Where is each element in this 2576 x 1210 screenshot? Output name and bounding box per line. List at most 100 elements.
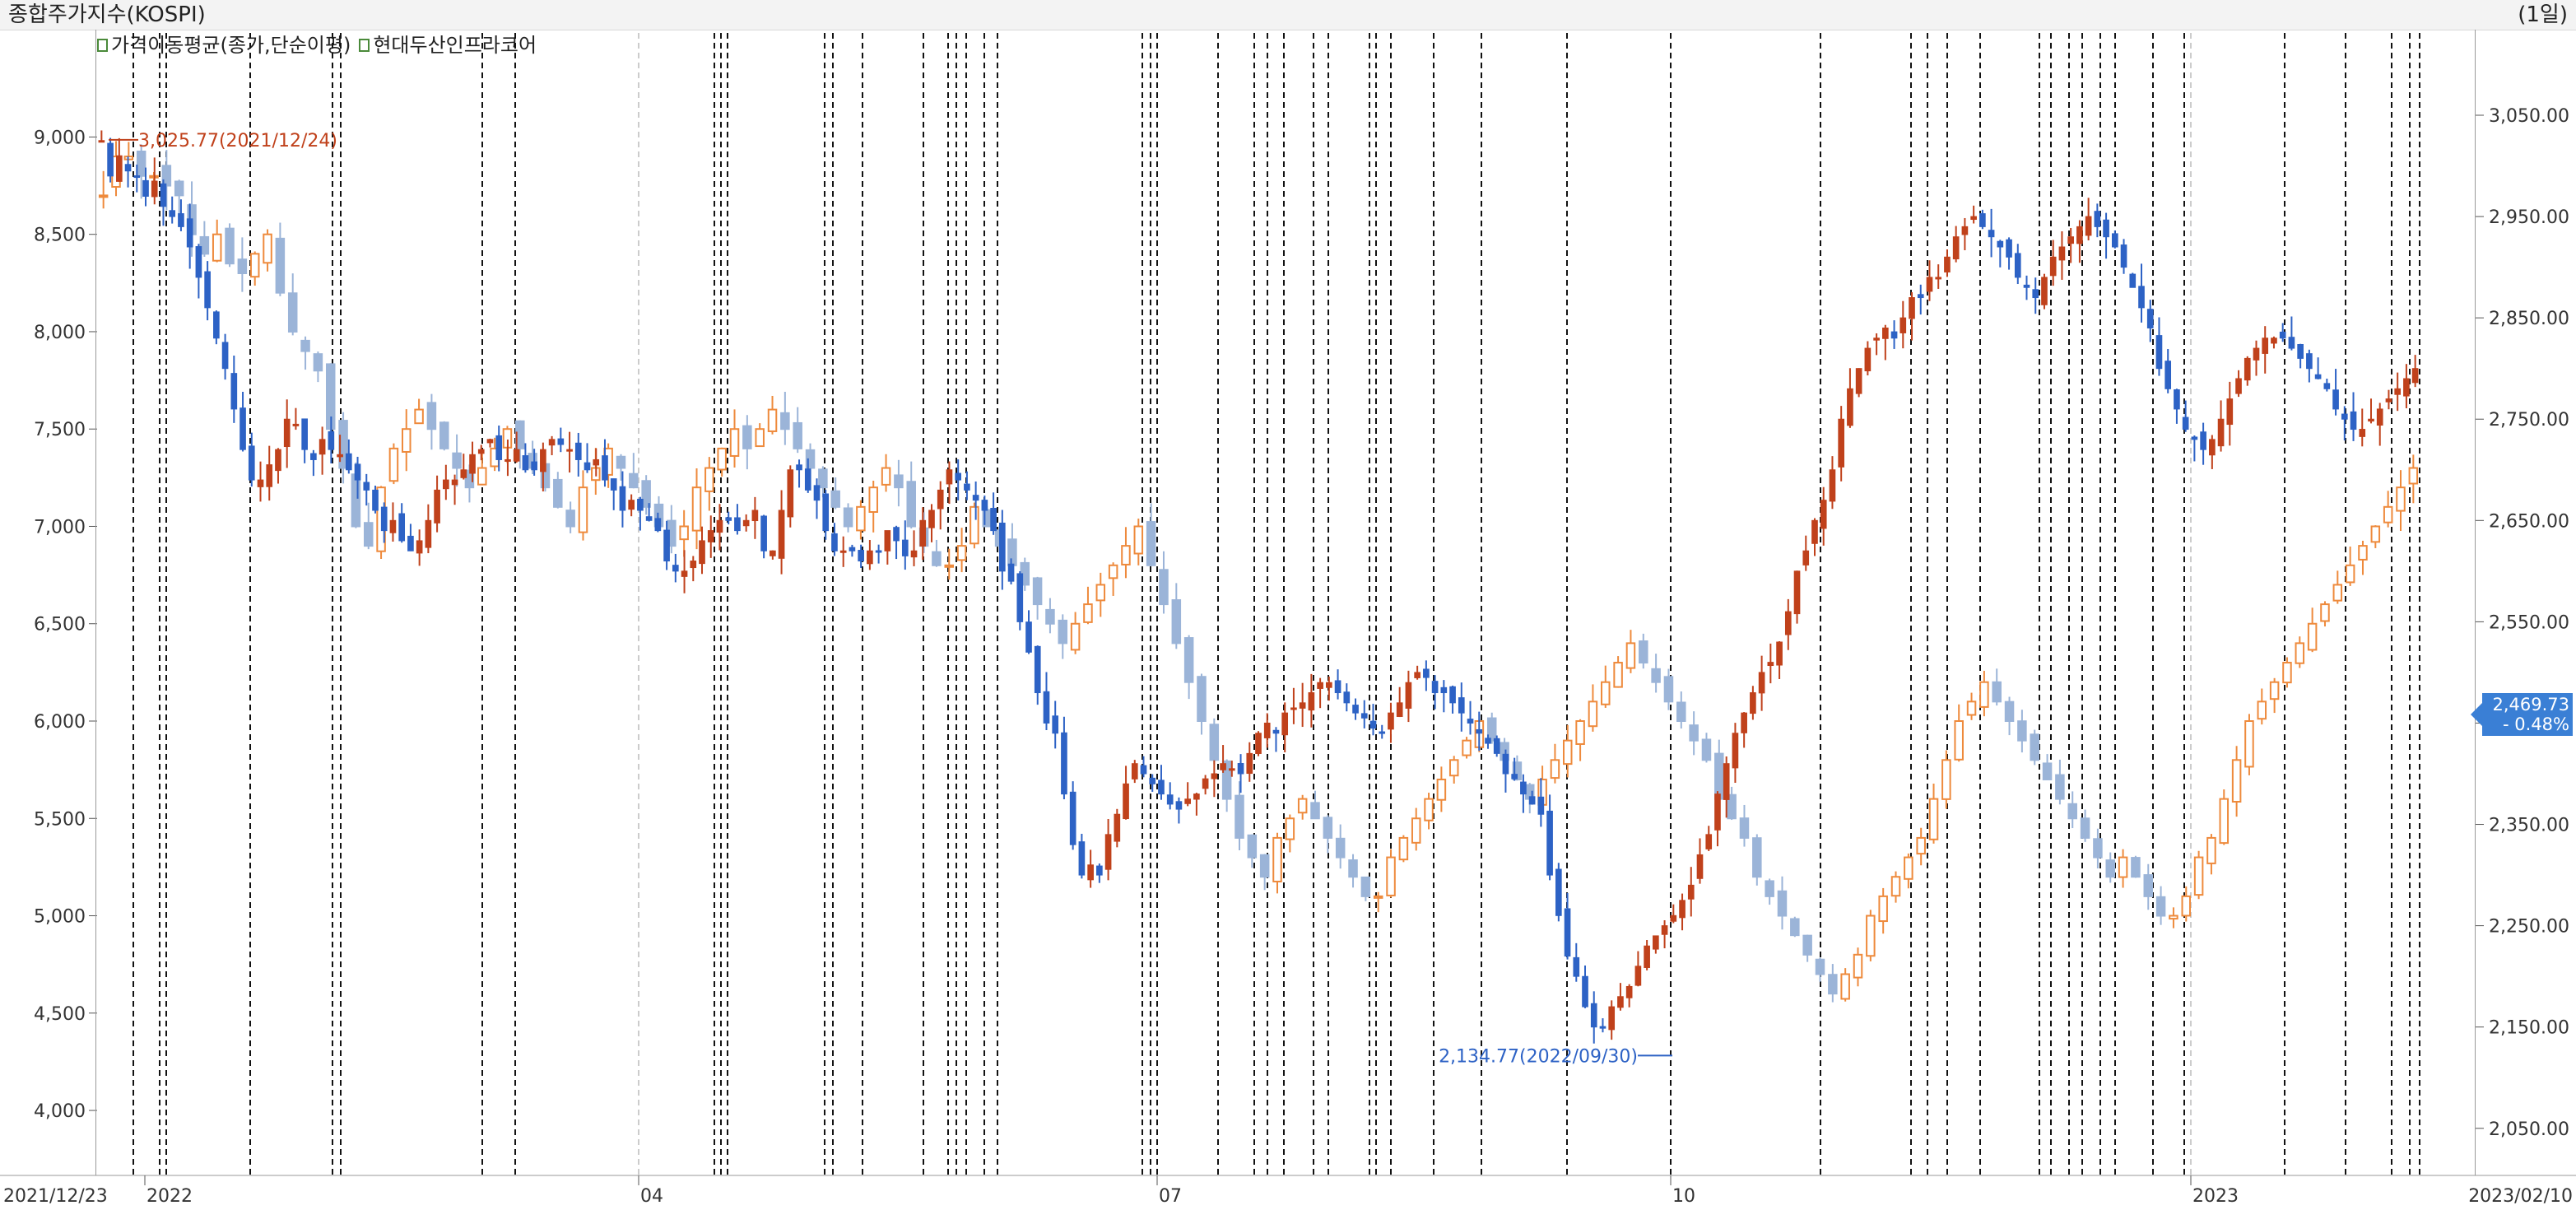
kospi-candle-body: [858, 550, 864, 562]
kospi-candle-body: [486, 439, 494, 444]
kospi-candle-body: [1970, 216, 1977, 221]
kospi-candle-body: [372, 489, 379, 511]
kospi-candle-body: [1061, 732, 1067, 795]
stock-candle-body: [1335, 837, 1346, 859]
kospi-candle-body: [142, 179, 149, 197]
kospi-candle-body: [292, 423, 300, 426]
kospi-candle-body: [1034, 645, 1041, 694]
kospi-candle-body: [1829, 469, 1836, 502]
kospi-candle-body: [266, 464, 273, 487]
kospi-candle-body: [443, 479, 449, 490]
stock-candle-body: [1815, 958, 1825, 975]
left-tick-label: 9,000: [34, 128, 86, 148]
stock-candle-body: [1310, 802, 1320, 820]
kospi-candle-body: [1405, 682, 1412, 709]
kospi-candle-body: [964, 483, 970, 491]
period-label[interactable]: (1일): [2518, 2, 2568, 27]
kospi-candle-body: [178, 213, 184, 227]
kospi-candle-body: [495, 435, 503, 460]
kospi-candle-body: [363, 482, 370, 491]
right-tick-label: 2,650.00: [2489, 511, 2569, 532]
kospi-candle-body: [2244, 357, 2251, 381]
kospi-candle-body: [2403, 378, 2410, 397]
kospi-candle-body: [380, 506, 388, 532]
kospi-candle-body: [2226, 398, 2234, 426]
kospi-candle-body: [477, 449, 485, 454]
stock-candle-body: [1183, 637, 1194, 683]
checkbox-icon[interactable]: [97, 39, 108, 52]
kospi-candle-body: [602, 455, 608, 481]
kospi-candle-body: [2138, 286, 2145, 309]
stock-candle-body: [2067, 803, 2077, 820]
legend-item-stock[interactable]: 현대두산인프라코어: [359, 33, 537, 58]
stock-candle-body: [1032, 577, 1043, 606]
stock-candle-body: [2193, 856, 2204, 896]
kospi-candle-body: [1272, 729, 1280, 734]
stock-candle-body: [2320, 603, 2330, 622]
stock-candle-body: [388, 447, 399, 482]
stock-candle-body: [2118, 856, 2128, 878]
kospi-candle-body: [990, 508, 997, 532]
kospi-candle-body: [1343, 691, 1351, 704]
kospi-candle-body: [1952, 236, 1960, 260]
kospi-candle-body: [955, 472, 962, 481]
kospi-candle-body: [2376, 408, 2383, 426]
kospi-candle-body: [1838, 418, 1845, 468]
kospi-candle-body: [1555, 868, 1562, 916]
kospi-candle-body: [770, 550, 776, 556]
stock-candle-body: [161, 165, 172, 187]
kospi-candle-body: [1440, 686, 1448, 694]
kospi-candle-body: [1290, 707, 1297, 710]
kospi-candle-body: [2411, 368, 2419, 384]
kospi-candle-body: [1396, 702, 1403, 717]
right-tick-label: 2,250.00: [2489, 917, 2569, 938]
kospi-candle-body: [1882, 327, 1889, 339]
kospi-candle-body: [2253, 347, 2260, 361]
kospi-candle-body: [1078, 841, 1086, 876]
stock-candle-body: [2396, 486, 2406, 512]
kospi-candle-body: [1299, 702, 1306, 709]
stock-candle-body: [2231, 759, 2242, 803]
stock-candle-body: [691, 486, 702, 532]
left-tick-label: 8,500: [34, 226, 86, 246]
left-tick-label: 5,000: [34, 907, 86, 928]
stock-candle-body: [2030, 733, 2039, 761]
kospi-candle-body: [2076, 226, 2083, 244]
x-month-label: 07: [1159, 1186, 1182, 1207]
kospi-candle-body: [1926, 277, 1933, 292]
kospi-candle-body: [98, 140, 105, 143]
kospi-candle-body: [398, 513, 406, 542]
right-tick-label: 3,050.00: [2489, 106, 2569, 127]
stock-candle-body: [717, 447, 727, 471]
kospi-candle-body: [1114, 813, 1121, 842]
stock-candle-body: [1992, 681, 2002, 703]
kospi-candle-body: [1528, 796, 1536, 805]
kospi-candle-body: [1175, 801, 1183, 810]
kospi-candle-body: [1369, 720, 1377, 729]
kospi-candle-body: [1326, 682, 1332, 688]
stock-candle-body: [1297, 798, 1308, 814]
stock-candle-body: [629, 472, 639, 489]
kospi-candle-body: [2288, 337, 2295, 349]
kospi-candle-body: [337, 454, 343, 458]
kospi-candle-body: [1687, 884, 1695, 900]
kospi-candle-body: [910, 550, 918, 558]
kospi-candle-body: [2323, 383, 2331, 389]
high-annotation: 3,025.77(2021/12/24): [138, 131, 337, 151]
legend-item-moving-average[interactable]: 가격이동평균(종가,단순이평): [97, 33, 351, 58]
checkbox-icon[interactable]: [359, 39, 370, 52]
stock-candle-body: [1058, 619, 1068, 645]
stock-candle-body: [1083, 603, 1093, 623]
stock-candle-body: [755, 428, 765, 448]
kospi-candle-body: [725, 517, 732, 521]
kospi-candle-body: [822, 493, 830, 532]
stock-candle-body: [1159, 569, 1169, 606]
x-month-label: 2023: [2192, 1186, 2239, 1207]
stock-candle-body: [1247, 834, 1258, 859]
stock-candle-body: [1727, 793, 1737, 820]
kospi-candle-body: [2049, 256, 2057, 277]
kospi-candle-body: [2103, 219, 2109, 238]
kospi-candle-body: [2297, 343, 2304, 359]
stock-candle-body: [1790, 918, 1800, 937]
